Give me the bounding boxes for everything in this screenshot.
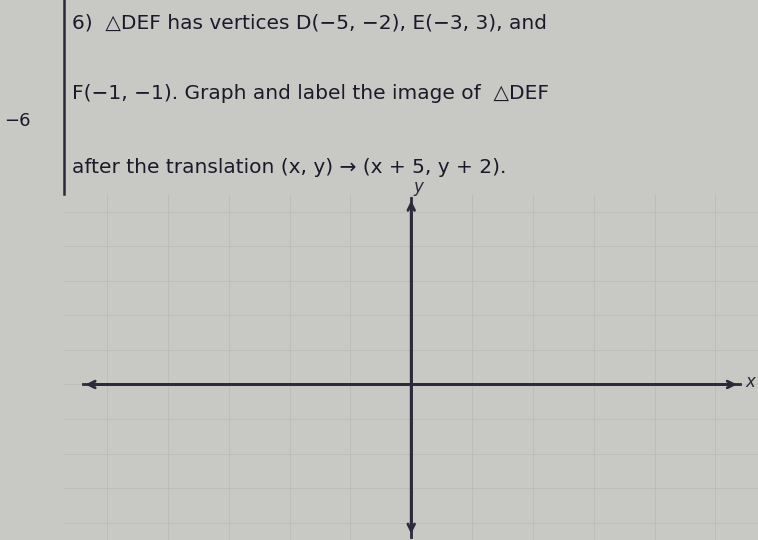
Text: F(−1, −1). Graph and label the image of  △DEF: F(−1, −1). Graph and label the image of … [72,84,549,103]
Text: after the translation (x, y) → (x + 5, y + 2).: after the translation (x, y) → (x + 5, y… [72,158,506,177]
Text: x: x [746,373,756,391]
Text: −6: −6 [4,112,30,130]
Text: y: y [414,178,424,196]
Text: 6)  △DEF has vertices D(−5, −2), E(−3, 3), and: 6) △DEF has vertices D(−5, −2), E(−3, 3)… [72,14,547,33]
